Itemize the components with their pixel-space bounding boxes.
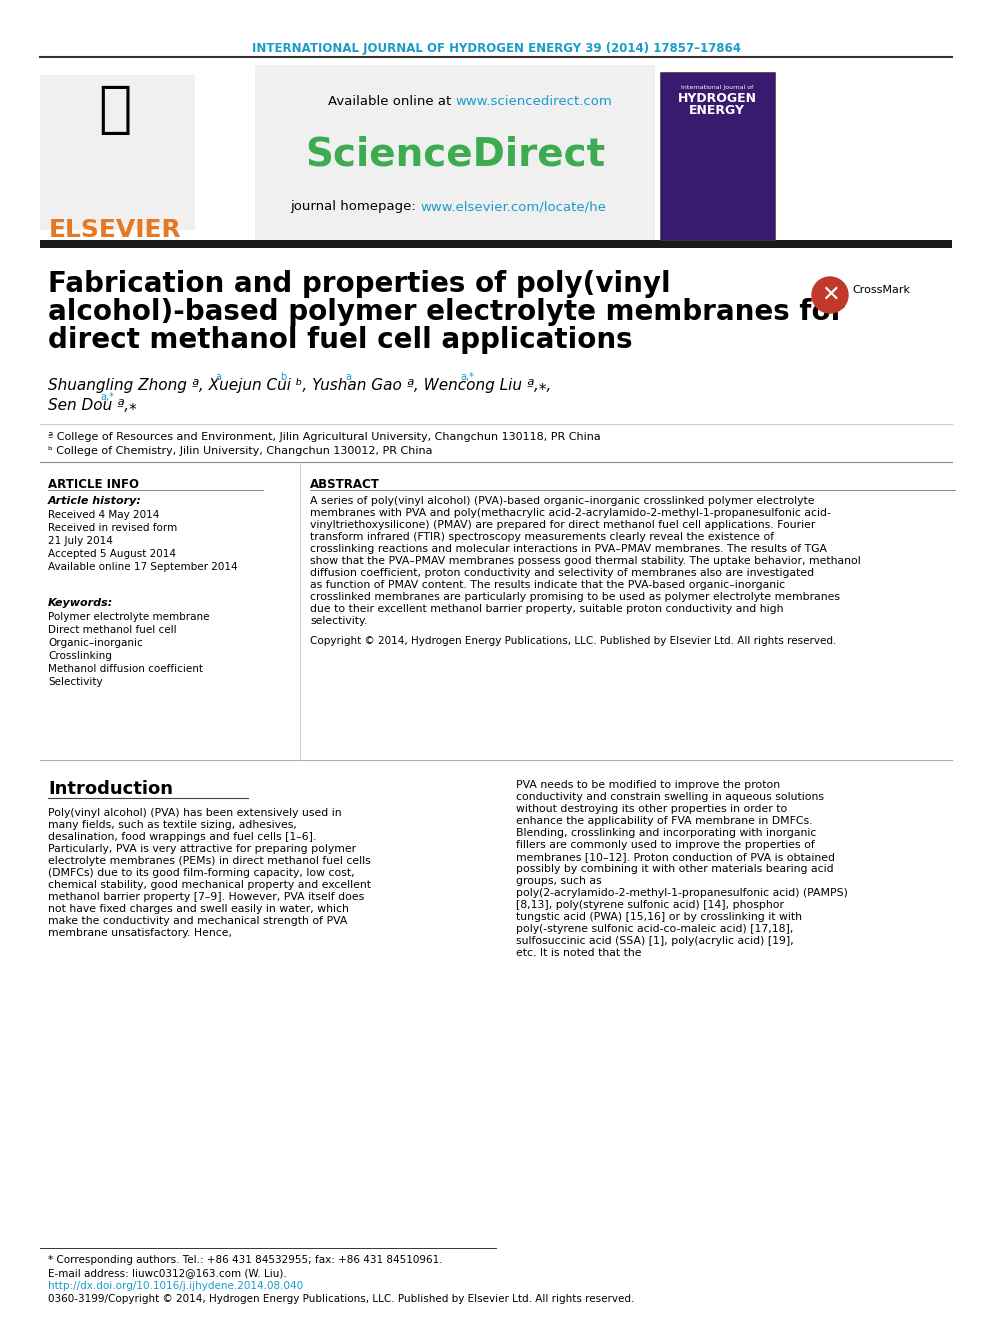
Text: HYDROGEN: HYDROGEN	[678, 93, 757, 105]
Text: Available online at: Available online at	[327, 95, 455, 108]
Text: Organic–inorganic: Organic–inorganic	[48, 638, 143, 648]
Text: ARTICLE INFO: ARTICLE INFO	[48, 478, 139, 491]
Text: journal homepage:: journal homepage:	[290, 200, 420, 213]
Bar	[40, 239, 952, 247]
Text: membrane unsatisfactory. Hence,: membrane unsatisfactory. Hence,	[48, 927, 232, 938]
Text: Available online 17 September 2014: Available online 17 September 2014	[48, 562, 238, 572]
Text: ᵇ College of Chemistry, Jilin University, Changchun 130012, PR China: ᵇ College of Chemistry, Jilin University…	[48, 446, 433, 456]
Text: selectivity.: selectivity.	[310, 617, 367, 626]
Text: fillers are commonly used to improve the properties of: fillers are commonly used to improve the…	[516, 840, 814, 849]
Text: a: a	[215, 372, 221, 382]
Text: (DMFCs) due to its good film-forming capacity, low cost,: (DMFCs) due to its good film-forming cap…	[48, 868, 354, 878]
Text: direct methanol fuel cell applications: direct methanol fuel cell applications	[48, 325, 633, 355]
Text: Accepted 5 August 2014: Accepted 5 August 2014	[48, 549, 176, 560]
Text: vinyltriethoxysilicone) (PMAV) are prepared for direct methanol fuel cell applic: vinyltriethoxysilicone) (PMAV) are prepa…	[310, 520, 815, 531]
Text: a,*: a,*	[100, 392, 114, 402]
Text: Selectivity: Selectivity	[48, 677, 102, 687]
Text: INTERNATIONAL JOURNAL OF HYDROGEN ENERGY 39 (2014) 17857–17864: INTERNATIONAL JOURNAL OF HYDROGEN ENERGY…	[252, 42, 740, 56]
Text: Polymer electrolyte membrane: Polymer electrolyte membrane	[48, 613, 209, 622]
Circle shape	[812, 277, 848, 314]
Text: not have fixed charges and swell easily in water, which: not have fixed charges and swell easily …	[48, 904, 349, 914]
Text: possibly by combining it with other materials bearing acid: possibly by combining it with other mate…	[516, 864, 833, 875]
Text: 🌳: 🌳	[98, 83, 132, 138]
Text: Copyright © 2014, Hydrogen Energy Publications, LLC. Published by Elsevier Ltd. : Copyright © 2014, Hydrogen Energy Public…	[310, 636, 836, 646]
Text: International Journal of: International Journal of	[681, 85, 753, 90]
Text: ✕: ✕	[820, 284, 839, 306]
Bar	[40, 75, 195, 230]
Text: methanol barrier property [7–9]. However, PVA itself does: methanol barrier property [7–9]. However…	[48, 892, 364, 902]
Text: www.elsevier.com/locate/he: www.elsevier.com/locate/he	[420, 200, 606, 213]
Text: due to their excellent methanol barrier property, suitable proton conductivity a: due to their excellent methanol barrier …	[310, 605, 784, 614]
Text: make the conductivity and mechanical strength of PVA: make the conductivity and mechanical str…	[48, 916, 347, 926]
Text: Received in revised form: Received in revised form	[48, 523, 178, 533]
Text: desalination, food wrappings and fuel cells [1–6].: desalination, food wrappings and fuel ce…	[48, 832, 316, 841]
Text: ABSTRACT: ABSTRACT	[310, 478, 380, 491]
Text: PVA needs to be modified to improve the proton: PVA needs to be modified to improve the …	[516, 781, 780, 790]
Text: Shuangling Zhong ª, Xuejun Cui ᵇ, Yushan Gao ª, Wencong Liu ª,⁎,: Shuangling Zhong ª, Xuejun Cui ᵇ, Yushan…	[48, 378, 552, 393]
Text: enhance the applicability of FVA membrane in DMFCs.: enhance the applicability of FVA membran…	[516, 816, 812, 826]
Text: electrolyte membranes (PEMs) in direct methanol fuel cells: electrolyte membranes (PEMs) in direct m…	[48, 856, 371, 867]
Text: show that the PVA–PMAV membranes possess good thermal stability. The uptake beha: show that the PVA–PMAV membranes possess…	[310, 556, 861, 566]
Text: groups, such as: groups, such as	[516, 876, 601, 886]
Text: CrossMark: CrossMark	[852, 284, 910, 295]
Text: sulfosuccinic acid (SSA) [1], poly(acrylic acid) [19],: sulfosuccinic acid (SSA) [1], poly(acryl…	[516, 935, 794, 946]
Text: a: a	[345, 372, 351, 382]
Text: alcohol)-based polymer electrolyte membranes for: alcohol)-based polymer electrolyte membr…	[48, 298, 844, 325]
Text: crosslinking reactions and molecular interactions in PVA–PMAV membranes. The res: crosslinking reactions and molecular int…	[310, 544, 827, 554]
Text: b: b	[280, 372, 287, 382]
Text: Fabrication and properties of poly(vinyl: Fabrication and properties of poly(vinyl	[48, 270, 671, 298]
Text: Article history:: Article history:	[48, 496, 142, 505]
Text: www.sciencedirect.com: www.sciencedirect.com	[455, 95, 612, 108]
Text: Keywords:: Keywords:	[48, 598, 113, 609]
Text: Poly(vinyl alcohol) (PVA) has been extensively used in: Poly(vinyl alcohol) (PVA) has been exten…	[48, 808, 341, 818]
Text: etc. It is noted that the: etc. It is noted that the	[516, 949, 642, 958]
Text: Crosslinking: Crosslinking	[48, 651, 112, 662]
Text: Received 4 May 2014: Received 4 May 2014	[48, 509, 160, 520]
Text: ENERGY: ENERGY	[689, 105, 745, 116]
Text: 0360-3199/Copyright © 2014, Hydrogen Energy Publications, LLC. Published by Else: 0360-3199/Copyright © 2014, Hydrogen Ene…	[48, 1294, 634, 1304]
Text: [8,13], poly(styrene sulfonic acid) [14], phosphor: [8,13], poly(styrene sulfonic acid) [14]…	[516, 900, 784, 910]
Text: a,*: a,*	[460, 372, 474, 382]
Text: ª College of Resources and Environment, Jilin Agricultural University, Changchun: ª College of Resources and Environment, …	[48, 433, 601, 442]
Text: Introduction: Introduction	[48, 781, 173, 798]
Text: Particularly, PVA is very attractive for preparing polymer: Particularly, PVA is very attractive for…	[48, 844, 356, 855]
Text: * Corresponding authors. Tel.: +86 431 84532955; fax: +86 431 84510961.: * Corresponding authors. Tel.: +86 431 8…	[48, 1256, 442, 1265]
Text: chemical stability, good mechanical property and excellent: chemical stability, good mechanical prop…	[48, 880, 371, 890]
Text: transform infrared (FTIR) spectroscopy measurements clearly reveal the existence: transform infrared (FTIR) spectroscopy m…	[310, 532, 774, 542]
Text: membranes [10–12]. Proton conduction of PVA is obtained: membranes [10–12]. Proton conduction of …	[516, 852, 835, 863]
Text: crosslinked membranes are particularly promising to be used as polymer electroly: crosslinked membranes are particularly p…	[310, 591, 840, 602]
Bar	[255, 65, 655, 239]
Text: ScienceDirect: ScienceDirect	[305, 135, 605, 173]
Text: A series of poly(vinyl alcohol) (PVA)-based organic–inorganic crosslinked polyme: A series of poly(vinyl alcohol) (PVA)-ba…	[310, 496, 814, 505]
Text: Sen Dou ª,⁎: Sen Dou ª,⁎	[48, 398, 137, 413]
Text: poly(-styrene sulfonic acid-co-maleic acid) [17,18],: poly(-styrene sulfonic acid-co-maleic ac…	[516, 923, 794, 934]
Text: many fields, such as textile sizing, adhesives,: many fields, such as textile sizing, adh…	[48, 820, 297, 830]
Text: 21 July 2014: 21 July 2014	[48, 536, 113, 546]
Text: Direct methanol fuel cell: Direct methanol fuel cell	[48, 624, 177, 635]
Text: poly(2-acrylamido-2-methyl-1-propanesulfonic acid) (PAMPS): poly(2-acrylamido-2-methyl-1-propanesulf…	[516, 888, 848, 898]
Bar	[660, 71, 775, 239]
Text: diffusion coefficient, proton conductivity and selectivity of membranes also are: diffusion coefficient, proton conductivi…	[310, 568, 814, 578]
Text: Methanol diffusion coefficient: Methanol diffusion coefficient	[48, 664, 203, 673]
Text: as function of PMAV content. The results indicate that the PVA-based organic–ino: as function of PMAV content. The results…	[310, 579, 785, 590]
Text: E-mail address: liuwc0312@163.com (W. Liu).: E-mail address: liuwc0312@163.com (W. Li…	[48, 1267, 287, 1278]
Text: without destroying its other properties in order to: without destroying its other properties …	[516, 804, 788, 814]
Text: ELSEVIER: ELSEVIER	[49, 218, 182, 242]
Text: membranes with PVA and poly(methacrylic acid-2-acrylamido-2-methyl-1-propanesulf: membranes with PVA and poly(methacrylic …	[310, 508, 831, 519]
Text: http://dx.doi.org/10.1016/j.ijhydene.2014.08.040: http://dx.doi.org/10.1016/j.ijhydene.201…	[48, 1281, 304, 1291]
Text: tungstic acid (PWA) [15,16] or by crosslinking it with: tungstic acid (PWA) [15,16] or by crossl…	[516, 912, 802, 922]
Text: Blending, crosslinking and incorporating with inorganic: Blending, crosslinking and incorporating…	[516, 828, 816, 837]
Text: conductivity and constrain swelling in aqueous solutions: conductivity and constrain swelling in a…	[516, 792, 824, 802]
